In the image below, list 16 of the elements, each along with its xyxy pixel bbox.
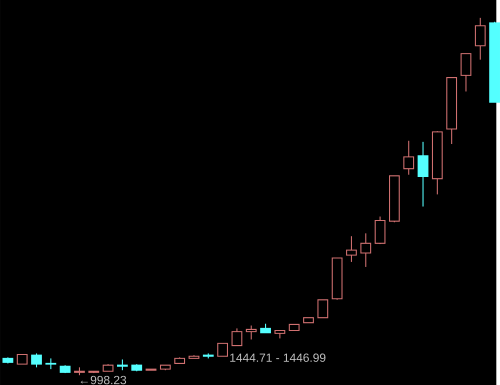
candlestick <box>403 140 414 176</box>
candlestick <box>418 141 428 207</box>
candlestick <box>232 328 242 346</box>
candlestick <box>31 352 42 368</box>
candlestick <box>360 232 372 268</box>
candlestick <box>317 299 328 318</box>
annotation: 1444.71 - 1446.99 <box>230 353 326 362</box>
candlestick <box>374 216 386 245</box>
candlestick <box>16 354 28 365</box>
candlestick <box>217 342 228 357</box>
candlestick <box>460 53 472 92</box>
text: ←998.23 <box>80 376 126 384</box>
candlestick <box>346 236 357 262</box>
candlestick <box>474 17 486 60</box>
candlestick <box>246 324 257 340</box>
candlestick <box>117 358 128 371</box>
